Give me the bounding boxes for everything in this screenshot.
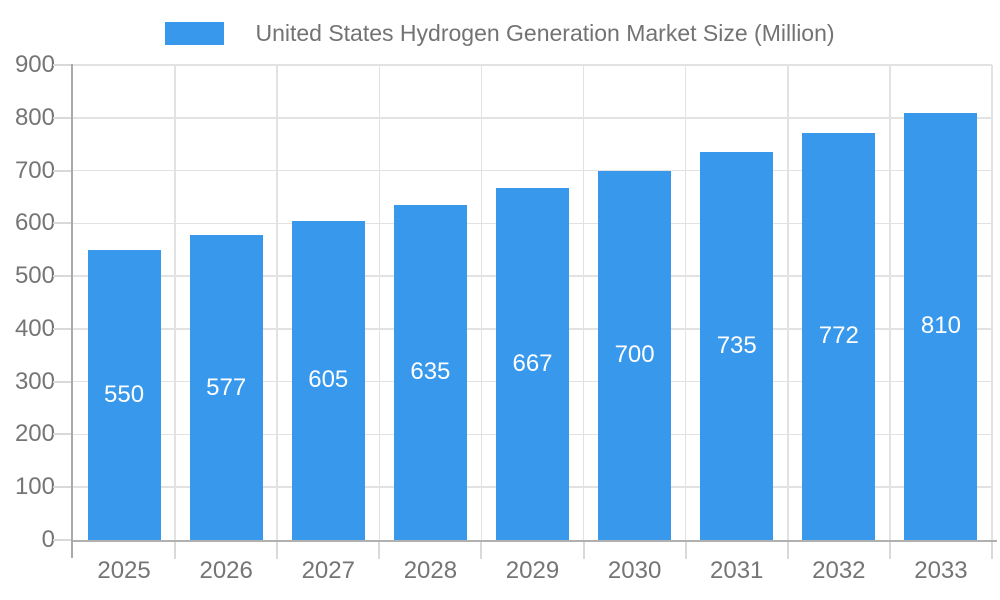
y-axis-tick-label: 900 — [14, 51, 55, 78]
y-axis-tick — [53, 380, 73, 383]
bar-value-label: 605 — [308, 366, 349, 394]
x-axis-tick-label: 2030 — [607, 557, 662, 584]
x-axis-tick-label: 2025 — [97, 557, 151, 584]
y-axis-tick — [53, 433, 73, 436]
x-axis-tick-label: 2033 — [914, 557, 968, 584]
y-axis-tick — [53, 275, 73, 278]
x-axis-tick — [480, 542, 483, 559]
y-axis-line — [71, 64, 73, 558]
bar-2033: 810 — [904, 112, 978, 540]
x-axis-tick-label: 2031 — [710, 557, 764, 584]
bar-2029: 667 — [496, 187, 569, 540]
horizontal-gridline — [73, 117, 992, 119]
y-axis-tick-label: 200 — [14, 420, 55, 448]
bar-value-label: 772 — [818, 322, 859, 350]
y-axis-tick-label: 500 — [14, 262, 55, 290]
x-axis-line — [73, 540, 997, 542]
x-axis-tick-label: 2032 — [812, 557, 866, 584]
y-axis-tick — [53, 64, 73, 66]
y-axis-tick — [53, 327, 73, 330]
bar-2031: 735 — [700, 152, 774, 540]
vertical-gridline — [582, 65, 585, 540]
vertical-gridline — [174, 65, 176, 540]
x-axis-tick — [888, 542, 891, 559]
bar-value-label: 550 — [104, 380, 145, 408]
bar-2030: 700 — [598, 170, 672, 540]
x-axis-tick — [174, 542, 177, 559]
x-axis-tick — [684, 542, 687, 559]
x-axis-tick-label: 2029 — [505, 557, 560, 584]
plot-area: 550 577 605 635 667 700 735 772 810 — [71, 64, 997, 559]
legend-swatch-icon — [165, 21, 225, 45]
vertical-gridline — [991, 65, 993, 540]
y-axis-tick — [53, 486, 73, 489]
bar-2032: 772 — [802, 132, 876, 540]
chart-legend[interactable]: United States Hydrogen Generation Market… — [0, 19, 1000, 46]
y-axis-tick-label: 300 — [14, 367, 55, 395]
y-axis-tick-label: 0 — [41, 526, 55, 553]
vertical-gridline — [889, 65, 891, 540]
y-axis-tick-label: 700 — [14, 156, 55, 184]
x-axis-tick — [991, 542, 993, 559]
vertical-gridline — [378, 65, 381, 540]
y-axis-tick — [53, 539, 73, 541]
bar-value-label: 667 — [512, 349, 553, 377]
y-axis-tick-label: 800 — [14, 103, 55, 131]
y-axis-tick-label: 100 — [14, 473, 55, 501]
x-axis-tick — [582, 542, 585, 559]
y-axis-tick-label: 600 — [14, 209, 55, 237]
x-axis-tick — [276, 542, 279, 559]
y-axis-tick — [53, 222, 73, 225]
x-axis-tick-label: 2027 — [301, 557, 355, 584]
horizontal-gridline — [73, 64, 992, 66]
bar-value-label: 700 — [614, 341, 655, 369]
y-axis-tick-label: 400 — [14, 314, 55, 342]
bar-2025: 550 — [87, 249, 161, 540]
y-axis-tick — [53, 169, 73, 172]
horizontal-gridline — [73, 169, 992, 172]
bar-value-label: 810 — [920, 312, 961, 340]
bar-2027: 605 — [291, 220, 365, 540]
bar-2026: 577 — [189, 235, 263, 540]
x-axis-tick — [378, 542, 381, 559]
vertical-gridline — [276, 65, 278, 540]
x-axis-tick — [786, 542, 789, 559]
vertical-gridline — [684, 65, 687, 540]
y-axis-tick — [53, 116, 73, 119]
legend-label: United States Hydrogen Generation Market… — [255, 19, 835, 46]
vertical-gridline — [787, 65, 789, 540]
bar-value-label: 577 — [206, 373, 247, 401]
x-axis-tick-label: 2026 — [199, 557, 253, 584]
x-axis-tick-label: 2028 — [403, 557, 458, 584]
bar-value-label: 735 — [716, 332, 757, 360]
vertical-gridline — [480, 65, 483, 540]
bar-2028: 635 — [393, 204, 467, 540]
bar-value-label: 635 — [410, 358, 451, 386]
